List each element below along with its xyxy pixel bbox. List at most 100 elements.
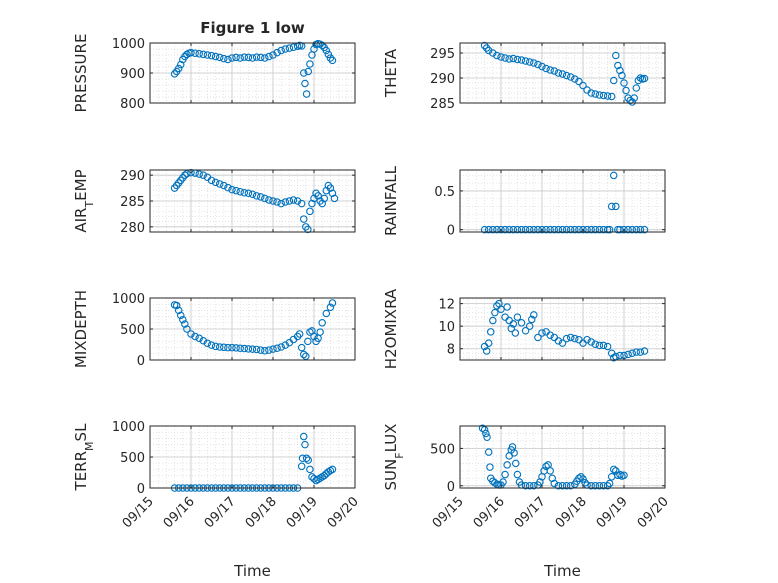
data-point (183, 325, 191, 333)
axes-box (459, 169, 666, 233)
x-tick-label: 09/17 (202, 494, 239, 531)
data-point (302, 352, 310, 361)
data-point (261, 54, 269, 62)
data-point (328, 56, 337, 65)
data-point (554, 69, 563, 77)
data-point (211, 52, 220, 61)
y-tick-label: 8 (447, 343, 455, 358)
data-point (273, 198, 281, 206)
data-point (326, 54, 335, 62)
data-point (513, 55, 522, 64)
data-point (595, 225, 604, 234)
y-tick-label: 0 (447, 224, 455, 239)
data-point (505, 225, 513, 234)
data-point (224, 343, 232, 352)
data-point (534, 225, 542, 234)
data-point (587, 482, 595, 490)
y-tick-label: 1000 (112, 292, 145, 307)
data-point (324, 50, 333, 59)
data-point (607, 92, 616, 101)
data-point (486, 463, 494, 471)
data-point (244, 345, 253, 353)
data-point (509, 320, 518, 328)
data-point (581, 479, 589, 487)
data-point (297, 343, 306, 352)
data-point (187, 48, 195, 57)
data-point (534, 60, 542, 69)
data-point (571, 334, 579, 343)
data-point (220, 181, 228, 190)
data-point (501, 54, 509, 62)
data-point (603, 342, 612, 351)
data-point (304, 225, 312, 234)
data-point (191, 49, 199, 57)
data-point (277, 46, 285, 55)
data-point (295, 330, 304, 338)
data-point (299, 69, 308, 77)
data-point (554, 482, 563, 490)
x-tick-label: 09/15 (430, 494, 467, 531)
data-point (614, 61, 622, 70)
data-point (566, 333, 575, 342)
data-point (289, 196, 298, 204)
data-point (187, 330, 195, 338)
data-point (483, 433, 491, 441)
x-tick-label: 09/16 (471, 494, 508, 531)
subplot-3: 280 285 290 AIRTEMP (72, 168, 356, 236)
data-point (244, 53, 253, 62)
data-point (310, 332, 318, 341)
data-point (616, 351, 624, 360)
data-point (299, 215, 308, 223)
data-point (240, 53, 249, 61)
y-axis-label: AIRTEMP (72, 169, 96, 232)
data-point (542, 64, 550, 73)
data-point (609, 171, 618, 180)
data-point (297, 199, 306, 208)
y-tick-label: 500 (120, 451, 145, 466)
data-point (620, 471, 628, 480)
data-point (512, 459, 520, 468)
subplot-6: 8 10 12 H2OMIXRA (382, 288, 666, 369)
data-point (579, 225, 587, 234)
data-point (616, 66, 624, 75)
data-point (248, 54, 257, 62)
data-point (489, 316, 497, 325)
data-point (256, 53, 265, 62)
y-tick-label: 290 (120, 169, 145, 184)
data-point (503, 303, 511, 311)
data-point (232, 186, 240, 195)
data-point (566, 73, 575, 81)
y-tick-label: 285 (120, 195, 145, 210)
y-tick-label: 0.5 (434, 185, 455, 200)
data-point (207, 176, 216, 185)
data-point (499, 478, 507, 486)
data-point (489, 49, 497, 57)
data-point (248, 190, 257, 199)
data-point (484, 225, 493, 234)
data-point (224, 55, 232, 64)
data-point (525, 482, 534, 490)
data-point (624, 225, 632, 234)
data-point (530, 482, 538, 490)
data-point (203, 339, 212, 348)
data-point (236, 187, 244, 196)
y-tick-label: 0 (447, 480, 455, 495)
subplot-7: 0 500 1000 09/15 09/16 09/17 09/18 09/19 09/20 Ti… (72, 420, 362, 580)
data-point (252, 192, 261, 200)
data-point (562, 71, 571, 80)
data-point (199, 337, 208, 345)
axes-box (459, 425, 666, 489)
x-tick-label: 09/16 (161, 494, 198, 531)
y-tick-label: 900 (120, 67, 145, 82)
data-point (172, 301, 181, 310)
data-point (612, 467, 620, 475)
data-point (640, 347, 649, 355)
data-point (224, 183, 232, 192)
data-point (525, 225, 534, 234)
data-point (507, 324, 515, 333)
data-point (609, 465, 618, 474)
data-point (599, 341, 608, 350)
data-point (261, 194, 269, 203)
data-point (320, 194, 328, 203)
data-point (304, 67, 313, 76)
